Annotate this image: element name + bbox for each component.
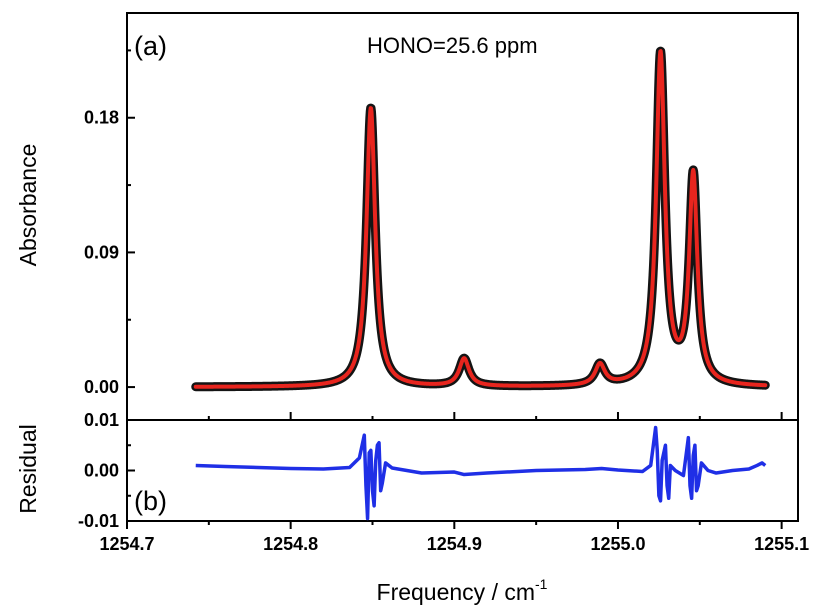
- frequency-xtick-label: 1255.1: [754, 534, 809, 554]
- frequency-axis-title-main: Frequency / cm: [377, 579, 536, 605]
- residual-ytick-label: 0.01: [84, 410, 119, 430]
- absorbance-axis-title: Absorbance: [15, 144, 41, 267]
- absorbance-ticks: [126, 49, 783, 420]
- frequency-xtick-label: 1254.9: [427, 534, 482, 554]
- residual-ytick-label: -0.01: [78, 511, 119, 531]
- frequency-axis-title: Frequency / cm-1: [377, 576, 548, 605]
- absorbance-ytick-label: 0.09: [84, 242, 119, 262]
- residual-ytick-label: 0.00: [84, 461, 119, 481]
- residual-panel: -0.010.000.01 1254.7 1254.8 1254.9 1255.0 12…: [15, 410, 809, 605]
- residual-line: [195, 425, 767, 521]
- frequency-xtick-labels: 1254.7 1254.8 1254.9 1255.0 1255.1: [99, 534, 809, 554]
- residual-ticks: [126, 419, 783, 529]
- absorbance-ytick-label: 0.18: [84, 108, 119, 128]
- frequency-axis-title-superscript: -1: [535, 576, 548, 592]
- panel-label-b: (b): [134, 486, 167, 516]
- hono-annotation: HONO=25.6 ppm: [367, 33, 538, 58]
- absorbance-ytick-label: 0.00: [84, 377, 119, 397]
- frequency-xtick-label: 1254.8: [263, 534, 318, 554]
- frequency-xtick-label: 1255.0: [590, 534, 645, 554]
- frequency-xtick-label: 1254.7: [99, 534, 154, 554]
- absorbance-panel: 0.00 0.09 0.18 (a) HONO=25.6 ppm Absorbanc…: [15, 12, 799, 421]
- absorbance-ytick-labels: 0.00 0.09 0.18: [84, 108, 119, 397]
- residual-ytick-labels: -0.01 0.00 0.01: [78, 410, 119, 531]
- residual-axis-title: Residual: [15, 424, 41, 514]
- fit-absorbance-line: [193, 49, 768, 389]
- panel-label-a: (a): [134, 31, 167, 61]
